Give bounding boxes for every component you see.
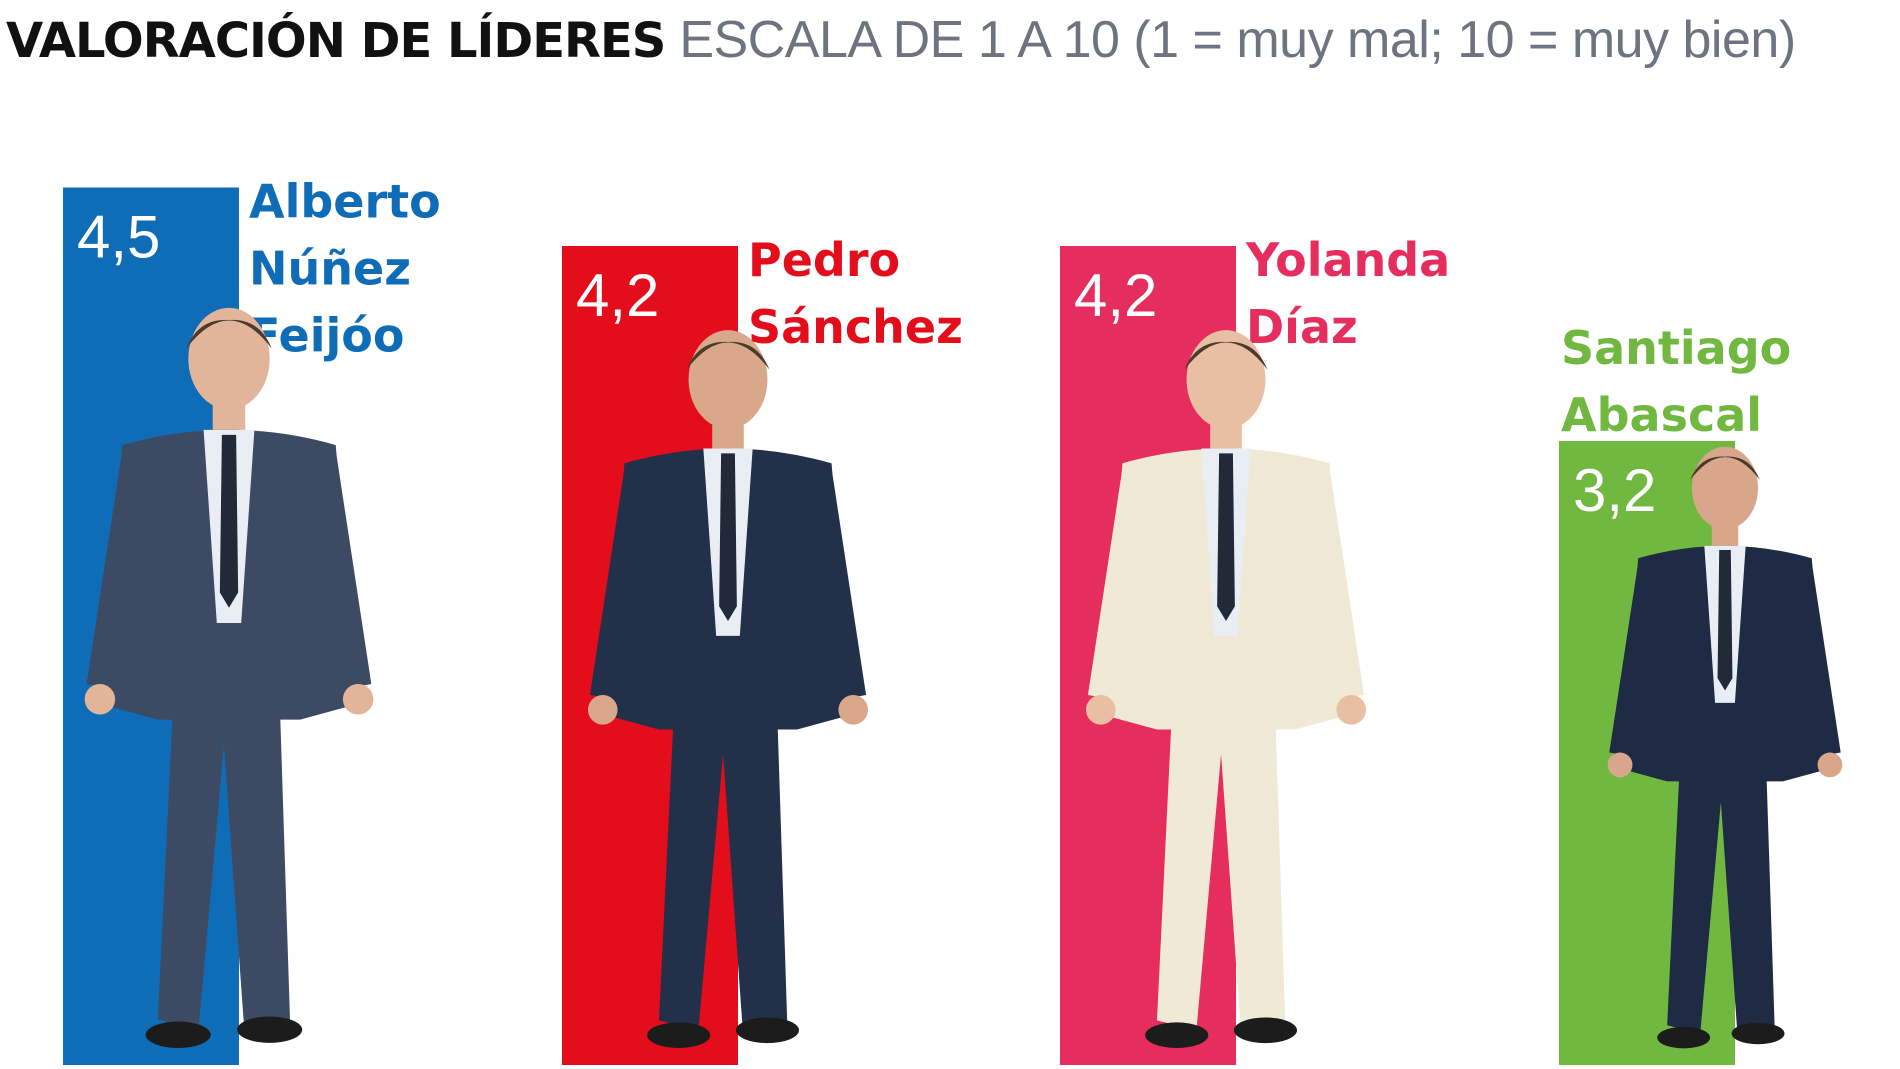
person-walking-icon — [1085, 330, 1367, 1049]
chart-title: VALORACIÓN DE LÍDERES — [6, 13, 666, 69]
bar-value-label-1: 4,5 — [77, 204, 160, 271]
bar-group-2: 4,2 Pedro Sánchez — [562, 233, 963, 1065]
bar-group-3: 4,2 Yolanda Díaz — [1060, 233, 1450, 1065]
bar-group-4: 3,2 Santiago Abascal — [1559, 321, 1843, 1065]
bar-group-1: 4,5 Alberto Núñez Feijóo — [63, 175, 441, 1065]
bar-value-label-3: 4,2 — [1074, 262, 1157, 329]
bar-value-label-4: 3,2 — [1573, 457, 1656, 524]
chart-subtitle: ESCALA DE 1 A 10 (1 = muy mal; 10 = muy … — [679, 11, 1796, 69]
leader-name-2: Pedro Sánchez — [748, 233, 963, 354]
leader-name-3: Yolanda Díaz — [1245, 233, 1450, 354]
person-walking-icon — [1607, 446, 1843, 1049]
person-walking-icon — [587, 330, 869, 1049]
leader-name-1: Alberto Núñez Feijóo — [249, 175, 441, 363]
chart-header: VALORACIÓN DE LÍDERES ESCALA DE 1 A 10 (1… — [6, 10, 1896, 80]
bar-value-label-2: 4,2 — [576, 262, 659, 329]
person-walking-icon — [84, 307, 374, 1048]
leader-name-4: Santiago Abascal — [1561, 321, 1791, 442]
